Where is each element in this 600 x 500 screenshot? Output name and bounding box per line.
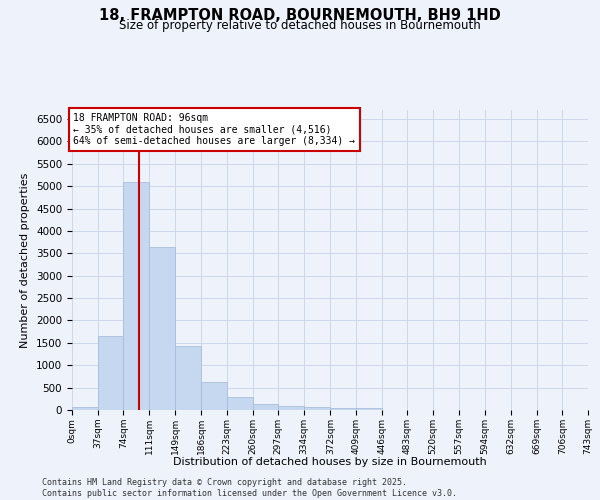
Bar: [72, 406, 98, 410]
Bar: [356, 408, 382, 410]
Bar: [149, 246, 175, 410]
Text: 18, FRAMPTON ROAD, BOURNEMOUTH, BH9 1HD: 18, FRAMPTON ROAD, BOURNEMOUTH, BH9 1HD: [99, 8, 501, 22]
X-axis label: Distribution of detached houses by size in Bournemouth: Distribution of detached houses by size …: [173, 457, 487, 467]
Bar: [124, 182, 149, 410]
Bar: [175, 346, 201, 410]
Bar: [201, 382, 227, 410]
Bar: [304, 406, 331, 410]
Y-axis label: Number of detached properties: Number of detached properties: [20, 172, 31, 348]
Text: Size of property relative to detached houses in Bournemouth: Size of property relative to detached ho…: [119, 19, 481, 32]
Bar: [331, 408, 356, 410]
Bar: [227, 396, 253, 410]
Bar: [278, 406, 304, 410]
Bar: [98, 336, 124, 410]
Text: 18 FRAMPTON ROAD: 96sqm
← 35% of detached houses are smaller (4,516)
64% of semi: 18 FRAMPTON ROAD: 96sqm ← 35% of detache…: [73, 113, 355, 146]
Text: Contains HM Land Registry data © Crown copyright and database right 2025.
Contai: Contains HM Land Registry data © Crown c…: [42, 478, 457, 498]
Bar: [253, 404, 278, 410]
